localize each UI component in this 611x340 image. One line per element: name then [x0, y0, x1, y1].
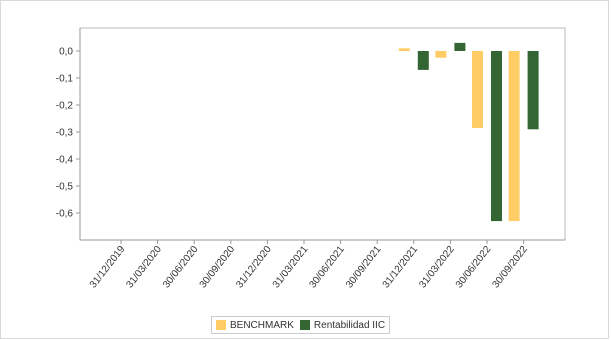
- y-tick-label: -0,4: [56, 155, 74, 166]
- x-tick-label: 30/09/2020: [198, 244, 238, 291]
- x-tick-label: 30/06/2021: [307, 244, 347, 291]
- x-tick-label: 31/12/2021: [381, 244, 421, 291]
- rentabilidad-bar: [527, 51, 539, 130]
- rentabilidad-bar: [454, 42, 466, 51]
- benchmark-bar: [398, 48, 410, 51]
- x-axis-ticks: 31/12/201931/03/202030/06/202030/09/2020…: [88, 240, 530, 290]
- y-tick-label: -0,3: [56, 128, 74, 139]
- x-tick-label: 31/03/2021: [271, 244, 311, 291]
- rentabilidad-bar: [417, 51, 429, 70]
- rentabilidad-swatch-icon: [299, 320, 310, 330]
- legend-label-rentabilidad: Rentabilidad IIC: [313, 319, 386, 331]
- legend-label-benchmark: BENCHMARK: [230, 319, 294, 331]
- y-tick-label: 0,0: [59, 47, 73, 58]
- x-tick-label: 31/03/2022: [417, 244, 457, 291]
- legend-item-benchmark: BENCHMARK: [216, 320, 294, 331]
- y-tick-label: -0,6: [56, 209, 74, 220]
- legend: BENCHMARK Rentabilidad IIC: [211, 316, 391, 334]
- y-tick-label: -0,1: [56, 74, 74, 85]
- x-tick-label: 30/06/2020: [161, 244, 201, 291]
- x-tick-label: 30/09/2021: [344, 244, 384, 291]
- x-tick-label: 31/12/2020: [234, 244, 274, 291]
- legend-item-rentabilidad: Rentabilidad IIC: [299, 319, 386, 331]
- benchmark-bar: [508, 51, 520, 222]
- benchmark-swatch-icon: [216, 320, 226, 330]
- benchmark-bar: [472, 51, 483, 128]
- x-tick-label: 31/12/2019: [88, 244, 128, 291]
- rentabilidad-bar: [491, 51, 502, 222]
- x-tick-label: 31/03/2020: [124, 244, 164, 291]
- benchmark-bar: [435, 51, 447, 58]
- y-tick-label: -0,2: [56, 101, 74, 112]
- y-axis-ticks: 0,0 -0,1 -0,2 -0,3 -0,4 -0,5 -0,6: [56, 47, 80, 220]
- y-tick-label: -0,5: [56, 182, 74, 193]
- bars: [398, 42, 539, 222]
- x-tick-label: 30/06/2022: [454, 244, 494, 291]
- plot-area: [79, 27, 566, 241]
- x-tick-label: 30/09/2022: [490, 244, 530, 291]
